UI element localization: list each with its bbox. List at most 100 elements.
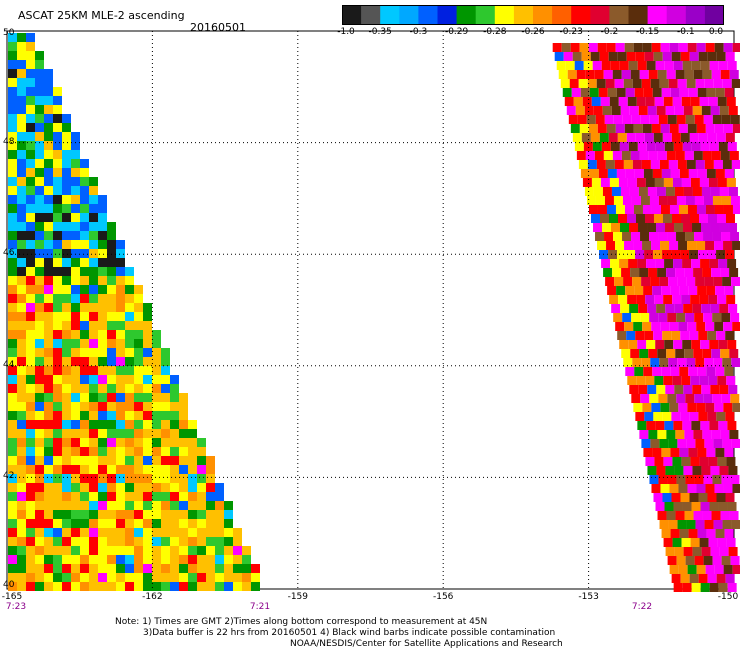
wind-cell (664, 142, 674, 151)
wind-cell (701, 187, 711, 196)
wind-cell (670, 286, 680, 295)
wind-cell (17, 519, 26, 528)
wind-cell (651, 124, 661, 133)
wind-cell (35, 348, 44, 357)
wind-cell (653, 250, 663, 259)
wind-cell (197, 492, 206, 501)
wind-cell (170, 465, 179, 474)
wind-cell (726, 457, 736, 466)
wind-cell (712, 232, 722, 241)
wind-cell (723, 565, 733, 574)
wind-cell (242, 546, 251, 555)
wind-cell (578, 160, 588, 169)
wind-cell (590, 214, 600, 223)
wind-cell (729, 349, 739, 358)
wind-cell (8, 42, 17, 51)
wind-cell (35, 429, 44, 438)
wind-cell (152, 393, 161, 402)
wind-cell (686, 358, 696, 367)
wind-cell (702, 349, 712, 358)
wind-cell (80, 429, 89, 438)
wind-cell (98, 285, 107, 294)
wind-cell (8, 303, 17, 312)
wind-cell (62, 411, 71, 420)
wind-cell (17, 393, 26, 402)
wind-cell (647, 466, 657, 475)
wind-cell (682, 259, 692, 268)
wind-cell (717, 295, 727, 304)
wind-cell (179, 447, 188, 456)
wind-cell (8, 384, 17, 393)
wind-cell (690, 457, 700, 466)
wind-cell (161, 519, 170, 528)
wind-cell (98, 402, 107, 411)
wind-cell (637, 259, 647, 268)
wind-cell (694, 313, 704, 322)
wind-cell (8, 186, 17, 195)
wind-cell (80, 420, 89, 429)
wind-cell (587, 160, 597, 169)
wind-cell (8, 492, 17, 501)
wind-cell (161, 402, 170, 411)
wind-cell (143, 510, 152, 519)
wind-cell (635, 331, 645, 340)
wind-cell (724, 169, 734, 178)
wind-cell (643, 169, 653, 178)
wind-cell (638, 304, 648, 313)
wind-cell (107, 501, 116, 510)
wind-cell (242, 564, 251, 573)
wind-cell (615, 124, 625, 133)
wind-cell (143, 501, 152, 510)
wind-cell (179, 573, 188, 582)
wind-cell (116, 519, 125, 528)
wind-cell (35, 510, 44, 519)
wind-cell (44, 132, 53, 141)
wind-cell (624, 241, 634, 250)
wind-cell (722, 358, 732, 367)
wind-cell (98, 528, 107, 537)
wind-cell (62, 447, 71, 456)
wind-cell (663, 376, 673, 385)
wind-cell (116, 447, 125, 456)
wind-cell (725, 214, 735, 223)
wind-cell (691, 142, 701, 151)
wind-cell (716, 493, 726, 502)
wind-cell (728, 547, 738, 556)
wind-cell (729, 268, 739, 277)
wind-cell (53, 195, 62, 204)
wind-cell (648, 151, 658, 160)
wind-cell (8, 402, 17, 411)
colorbar-tick-label: -0.15 (635, 27, 660, 37)
wind-cell (725, 493, 735, 502)
wind-cell (641, 79, 651, 88)
wind-cell (143, 339, 152, 348)
wind-cell (80, 222, 89, 231)
wind-cell (583, 142, 593, 151)
wind-cell (98, 474, 107, 483)
wind-cell (98, 564, 107, 573)
wind-cell (657, 70, 667, 79)
wind-cell (643, 286, 653, 295)
wind-cell (80, 276, 89, 285)
wind-cell (718, 583, 728, 592)
wind-cell (725, 331, 735, 340)
wind-cell (206, 465, 215, 474)
wind-cell (709, 142, 719, 151)
wind-cell (696, 565, 706, 574)
wind-cell (609, 97, 619, 106)
wind-cell (143, 411, 152, 420)
wind-cell (35, 582, 44, 591)
wind-cell (674, 187, 684, 196)
wind-cell (152, 402, 161, 411)
colorbar-swatch (361, 5, 381, 25)
wind-cell (678, 565, 688, 574)
wind-cell (647, 304, 657, 313)
wind-cell (691, 259, 701, 268)
wind-cell (80, 501, 89, 510)
wind-cell (215, 573, 224, 582)
wind-cell (44, 87, 53, 96)
wind-cell (677, 79, 687, 88)
wind-cell (98, 411, 107, 420)
wind-cell (98, 276, 107, 285)
wind-cell (619, 340, 629, 349)
